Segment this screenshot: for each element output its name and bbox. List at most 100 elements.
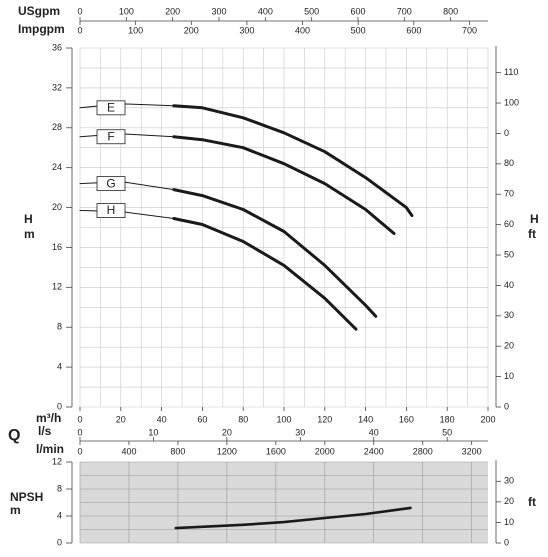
x-tick-label: 300 (211, 6, 226, 16)
y-tick-label: 4 (57, 510, 62, 520)
x-tick-label: 0 (77, 25, 82, 35)
y-tick-label: 24 (52, 162, 62, 172)
y2-tick-label: 70 (504, 189, 514, 199)
y2-tick-label: 0 (504, 537, 509, 547)
x-tick-label: 30 (295, 427, 305, 437)
axis-label: Impgpm (18, 22, 65, 36)
axis-label: l/s (38, 424, 52, 438)
y2-tick-label: 10 (504, 371, 514, 381)
x-tick-label: 600 (406, 25, 421, 35)
x-tick-label: 2400 (364, 446, 384, 456)
y2-tick-label: 0 (504, 128, 509, 138)
y2-tick-label: 40 (504, 280, 514, 290)
y-tick-label: 32 (52, 82, 62, 92)
x-tick-label: 400 (258, 6, 273, 16)
x-tick-label: 2800 (413, 446, 433, 456)
axis-label: l/min (36, 442, 64, 456)
curve-label: E (107, 101, 115, 115)
x-tick-label: 180 (440, 414, 455, 424)
x-tick-label: 800 (443, 6, 458, 16)
y2-tick-label: 10 (504, 517, 514, 527)
x-tick-label: 160 (399, 414, 414, 424)
axis-label: ft (528, 495, 536, 509)
x-tick-label: 400 (295, 25, 310, 35)
axis-label: m (10, 503, 21, 517)
y2-tick-label: 50 (504, 249, 514, 259)
y-tick-label: 36 (52, 42, 62, 52)
x-tick-label: 0 (77, 427, 82, 437)
operating-range (172, 104, 414, 217)
y2-tick-label: 30 (504, 310, 514, 320)
x-tick-label: 1200 (217, 446, 237, 456)
y-tick-label: 0 (57, 401, 62, 411)
x-tick-label: 200 (184, 25, 199, 35)
x-tick-label: 0 (77, 6, 82, 16)
x-tick-label: 40 (369, 427, 379, 437)
curve (174, 506, 412, 530)
y-tick-label: 28 (52, 122, 62, 132)
x-tick-label: 20 (222, 427, 232, 437)
curve-label-box (96, 100, 126, 116)
x-tick-label: 140 (358, 414, 373, 424)
curve-label: H (107, 203, 116, 217)
x-tick-label: 100 (128, 25, 143, 35)
axis-label: m³/h (36, 411, 61, 425)
x-tick-label: 0 (77, 446, 82, 456)
y2-tick-label: 80 (504, 158, 514, 168)
axis-label: ft (528, 227, 536, 241)
y2-tick-label: 20 (504, 496, 514, 506)
x-tick-label: 10 (148, 427, 158, 437)
x-tick-label: 20 (116, 414, 126, 424)
axis-label: USgpm (18, 4, 60, 18)
x-tick-label: 1600 (266, 446, 286, 456)
x-tick-label: 100 (276, 414, 291, 424)
operating-range (172, 217, 358, 331)
curve-label-box (96, 129, 126, 145)
y-tick-label: 4 (57, 361, 62, 371)
x-tick-label: 200 (165, 6, 180, 16)
x-tick-label: 800 (170, 446, 185, 456)
x-tick-label: 600 (350, 6, 365, 16)
y2-tick-label: 110 (504, 67, 518, 77)
x-tick-label: 500 (304, 6, 319, 16)
x-tick-label: 200 (480, 414, 495, 424)
x-tick-label: 50 (442, 427, 452, 437)
y-tick-label: 20 (52, 202, 62, 212)
axis-label: Q (8, 427, 20, 444)
x-tick-label: 80 (238, 414, 248, 424)
x-tick-label: 3200 (462, 446, 482, 456)
y2-tick-label: 100 (504, 97, 519, 107)
x-tick-label: 300 (239, 25, 254, 35)
y-tick-label: 16 (52, 242, 62, 252)
x-tick-label: 500 (351, 25, 366, 35)
x-tick-label: 40 (157, 414, 167, 424)
curve-label-box (96, 176, 126, 192)
axis-label: H (24, 212, 33, 226)
x-tick-label: 120 (317, 414, 332, 424)
axis-label: m (24, 227, 35, 241)
x-tick-label: 400 (121, 446, 136, 456)
curve-label: G (106, 176, 115, 190)
x-tick-label: 700 (397, 6, 412, 16)
curve-label-box (96, 203, 126, 218)
x-tick-label: 0 (77, 414, 82, 424)
y2-tick-label: 60 (504, 219, 514, 229)
axis-label: H (530, 212, 539, 226)
y2-tick-label: 30 (504, 476, 514, 486)
x-tick-label: 700 (462, 25, 477, 35)
curve-label: F (107, 129, 114, 143)
y-tick-label: 8 (57, 322, 62, 332)
y2-tick-label: 0 (504, 401, 509, 411)
y-tick-label: 12 (52, 282, 62, 292)
operating-range (172, 188, 378, 318)
x-tick-label: 100 (119, 6, 134, 16)
y-tick-label: 12 (52, 456, 62, 466)
axis-label: NPSH (10, 490, 43, 504)
x-tick-label: 2000 (315, 446, 335, 456)
y-tick-label: 0 (57, 537, 62, 547)
operating-range (172, 135, 396, 235)
x-tick-label: 60 (197, 414, 207, 424)
y-tick-label: 8 (57, 483, 62, 493)
